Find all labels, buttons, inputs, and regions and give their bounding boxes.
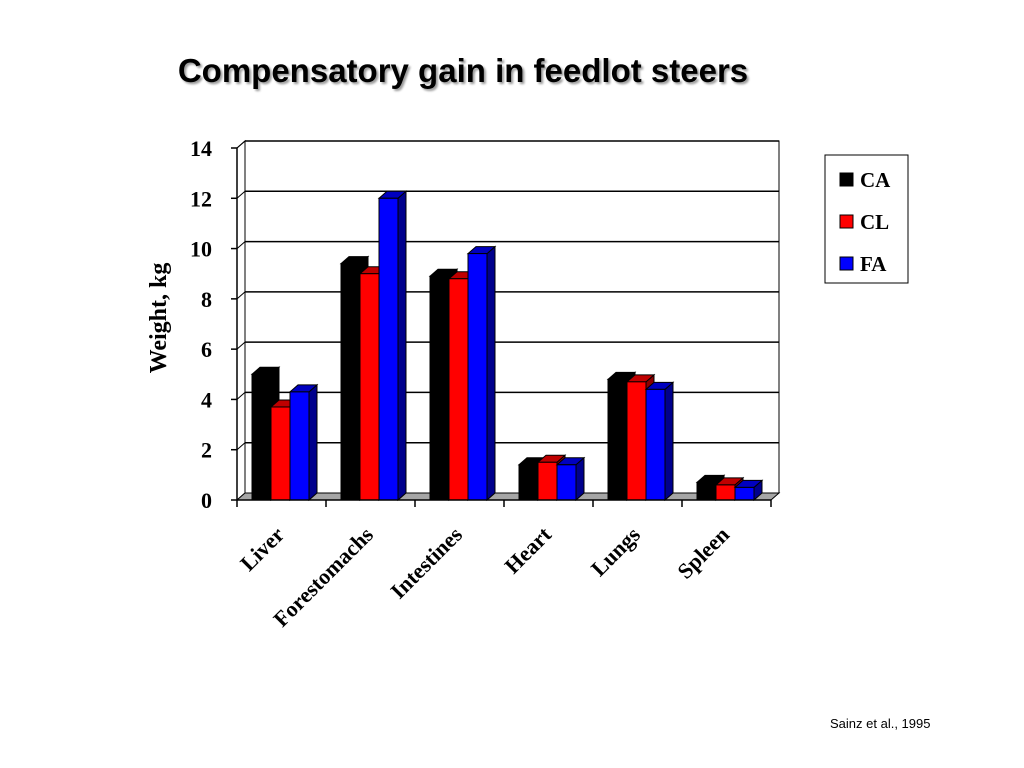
y-tick-label: 2	[201, 438, 212, 463]
legend-swatch	[839, 214, 854, 229]
bar	[644, 381, 675, 502]
bar-front	[734, 486, 755, 501]
bar-side	[486, 245, 496, 502]
gridline-side	[236, 341, 246, 350]
y-tick-label: 10	[190, 237, 212, 262]
legend-swatch	[839, 172, 854, 187]
y-tick-label: 4	[201, 387, 212, 412]
bar	[555, 456, 586, 502]
y-tick-label: 14	[190, 136, 212, 161]
gridlines	[236, 140, 779, 451]
bar-front	[270, 406, 291, 501]
slide-title: Compensatory gain in feedlot steers	[177, 52, 749, 89]
x-tick-label: Liver	[235, 522, 289, 576]
legend-swatch	[839, 256, 854, 271]
y-tick-label: 12	[190, 186, 212, 211]
gridline-side	[236, 140, 246, 149]
y-tick-label: 0	[201, 488, 212, 513]
bar-front	[537, 461, 558, 501]
legend-box	[824, 154, 909, 284]
bar-front	[359, 273, 380, 501]
y-tick-label: 8	[201, 287, 212, 312]
bar	[377, 190, 408, 502]
bar-front	[556, 464, 577, 501]
x-tick-label: Lungs	[586, 522, 645, 581]
bar-front	[626, 381, 647, 501]
legend-label: CA	[860, 168, 891, 192]
gridline-side	[236, 392, 246, 400]
legend-label: CL	[860, 210, 889, 234]
bar-side	[397, 190, 407, 502]
bar-front	[607, 378, 628, 501]
y-axis: 0 2 4 6 8 10 12 14	[190, 136, 238, 513]
gridline-side	[236, 291, 246, 300]
bar-front	[378, 197, 399, 501]
bar-side	[308, 383, 318, 502]
bar	[466, 245, 497, 502]
bar-front	[340, 263, 361, 501]
gridline-side	[236, 190, 246, 199]
bar-front	[429, 275, 450, 501]
bar-side	[664, 381, 674, 502]
x-tick-label: Spleen	[672, 522, 734, 584]
bar-front	[715, 484, 736, 501]
bar-front	[518, 464, 539, 501]
bar-front	[251, 373, 272, 501]
bar	[733, 479, 764, 502]
x-tick-label: Heart	[499, 521, 556, 578]
bars	[250, 190, 764, 502]
gridline-side	[236, 241, 246, 249]
legend-label: FA	[860, 252, 887, 276]
gridline-side	[236, 442, 246, 451]
bar-front	[645, 388, 666, 501]
bar-front	[448, 278, 469, 501]
citation: Sainz et al., 1995	[830, 716, 931, 731]
legend: CA CL FA	[824, 154, 909, 284]
x-tick-label: Intestines	[385, 522, 467, 604]
bar-front	[696, 481, 717, 501]
bar-front	[289, 391, 310, 501]
plot-area	[235, 139, 781, 502]
bar-front	[467, 253, 488, 501]
y-tick-label: 6	[201, 337, 212, 362]
y-axis-title: Weight, kg	[146, 263, 172, 374]
back-wall	[244, 140, 780, 494]
bar	[288, 383, 319, 502]
